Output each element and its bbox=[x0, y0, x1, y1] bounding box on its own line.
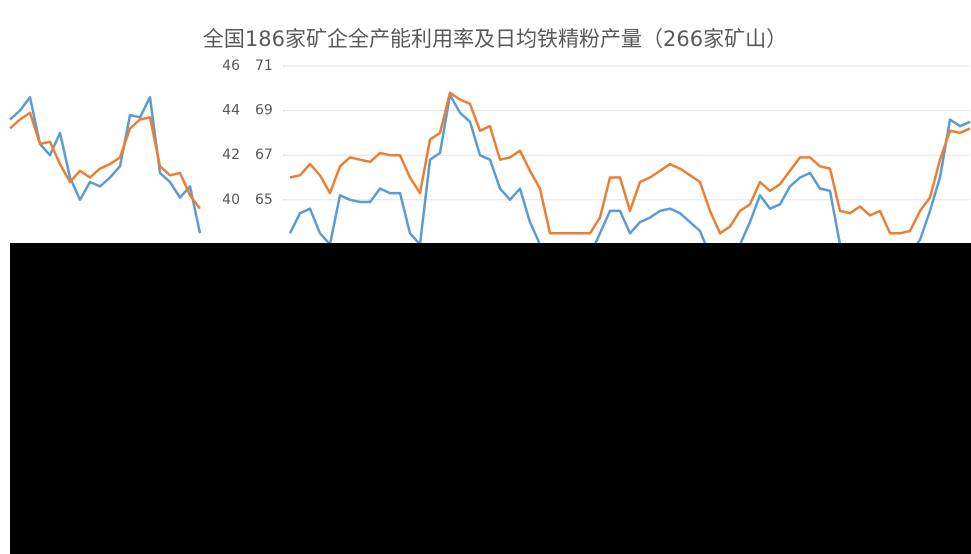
y2-tick-label: 67 bbox=[255, 147, 273, 163]
chart-title: 全国186家矿企全产能利用率及日均铁精粉产量（266家矿山） bbox=[203, 27, 787, 51]
y2-tick-label: 71 bbox=[255, 58, 273, 74]
y-tick-label: 42 bbox=[222, 147, 240, 163]
y-tick-label: 46 bbox=[222, 58, 240, 74]
y-tick-label: 40 bbox=[222, 192, 240, 208]
series-line bbox=[9, 91, 971, 235]
y-tick-label: 44 bbox=[222, 103, 240, 119]
y2-tick-label: 65 bbox=[255, 192, 273, 208]
obscured-region bbox=[10, 243, 971, 554]
y2-tick-label: 69 bbox=[255, 103, 273, 119]
axis-label-band bbox=[205, 60, 283, 240]
